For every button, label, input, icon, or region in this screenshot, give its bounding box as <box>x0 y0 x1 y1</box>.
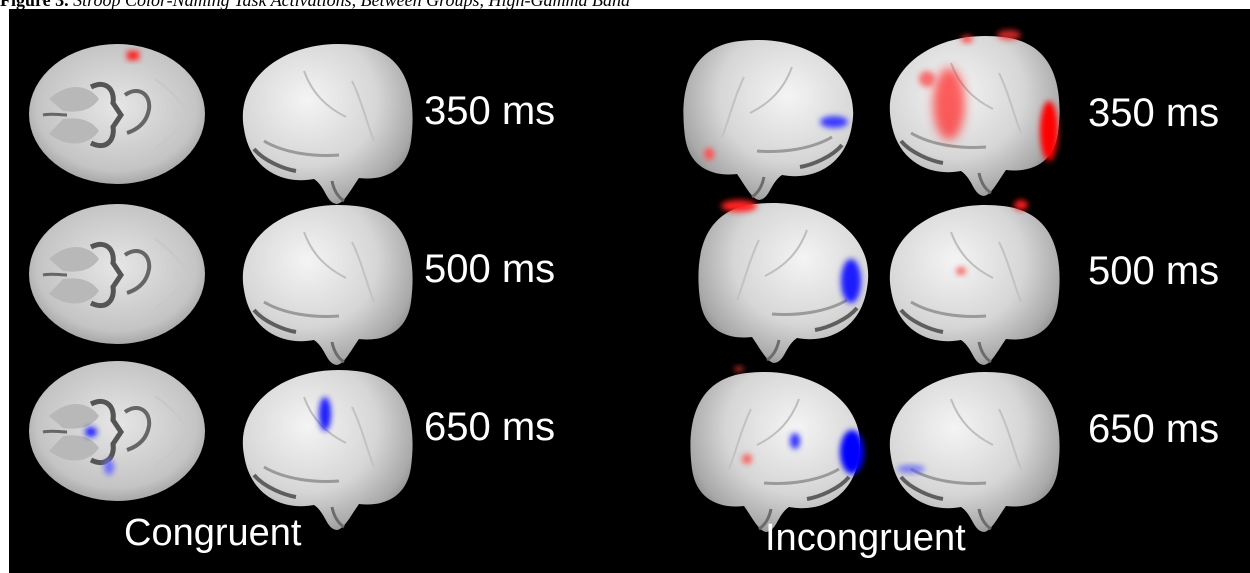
incongruent-500-right-lateral-brain <box>887 200 1062 367</box>
figure-title: Stroop Color-Naming Task Activations, Be… <box>73 0 630 10</box>
brain-renderings <box>9 30 1062 534</box>
brain-activation-figure: 350 ms 500 ms 650 ms 350 ms 500 ms 650 m… <box>9 9 1250 573</box>
congruent-500-lateral-brain <box>240 202 415 367</box>
incongruent-650-right-lateral-brain <box>887 369 1062 534</box>
incongruent-time-label-350: 350 ms <box>1088 91 1220 135</box>
incongruent-650-left-lateral-brain <box>690 366 864 532</box>
congruent-500-ventral-brain <box>29 204 205 344</box>
condition-label-congruent: Congruent <box>124 512 302 554</box>
incongruent-time-label-650: 650 ms <box>1088 407 1220 451</box>
congruent-350-ventral-brain <box>29 44 205 184</box>
incongruent-350-right-lateral-brain <box>887 30 1062 198</box>
congruent-350-lateral-brain <box>240 41 415 206</box>
congruent-time-label-650: 650 ms <box>424 405 556 449</box>
congruent-650-ventral-brain <box>29 361 205 501</box>
condition-label-incongruent: Incongruent <box>765 517 966 559</box>
incongruent-time-label-500: 500 ms <box>1088 249 1220 293</box>
congruent-time-label-500: 500 ms <box>424 247 556 291</box>
congruent-time-label-350: 350 ms <box>424 89 556 133</box>
incongruent-350-left-lateral-brain <box>683 40 853 200</box>
congruent-650-lateral-brain <box>240 367 415 532</box>
incongruent-500-left-lateral-brain <box>698 200 868 363</box>
figure-label: Figure 3. <box>0 0 69 10</box>
figure-caption: Figure 3. Stroop Color-Naming Task Activ… <box>0 0 1250 9</box>
